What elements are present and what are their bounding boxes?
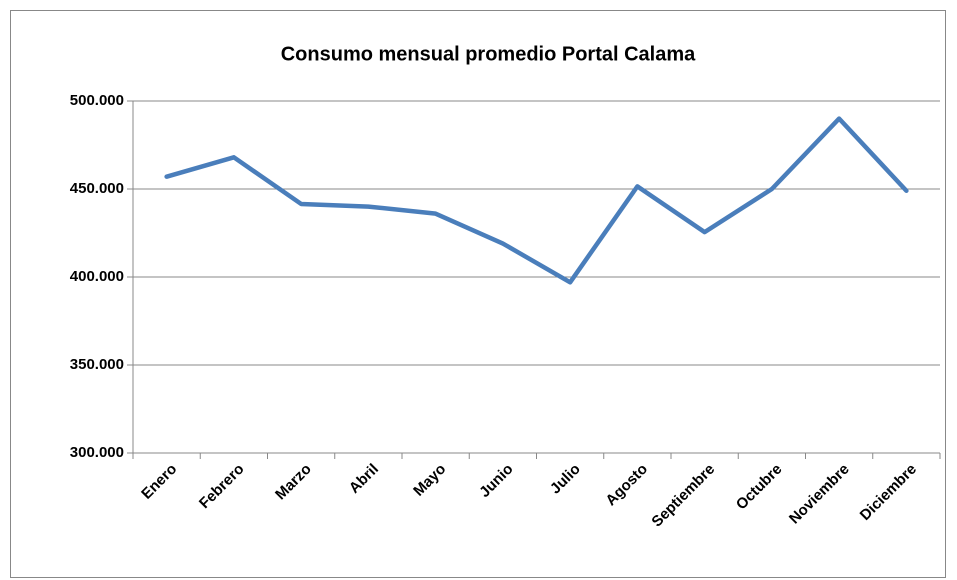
y-tick-label: 400.000 <box>70 268 124 285</box>
line-series <box>164 116 909 285</box>
chart-title: Consumo mensual promedio Portal Calama <box>281 43 696 65</box>
y-tick-label: 500.000 <box>70 92 124 109</box>
y-tick-label: 450.000 <box>70 180 124 197</box>
chart-border <box>10 10 946 578</box>
y-tick-label: 300.000 <box>70 444 124 461</box>
y-tick-label: 350.000 <box>70 356 124 373</box>
